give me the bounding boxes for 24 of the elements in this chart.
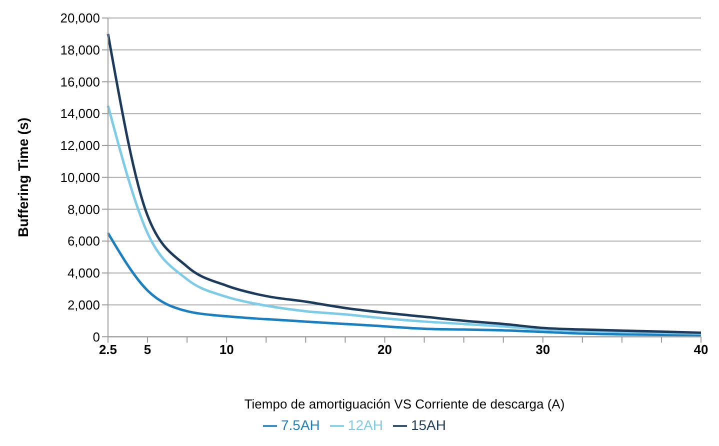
y-tick-label: 18,000 xyxy=(60,42,100,58)
y-tick-label: 0 xyxy=(92,329,100,344)
x-tick-label: 30 xyxy=(536,342,550,357)
legend-label: 12AH xyxy=(348,416,383,433)
y-tick-label: 6,000 xyxy=(67,234,100,249)
line-series xyxy=(106,104,702,335)
y-tick-label: 20,000 xyxy=(60,10,100,26)
x-tick-label: 2.5 xyxy=(98,342,118,357)
y-tick-label: 14,000 xyxy=(60,106,100,122)
x-tick-label: 40 xyxy=(694,342,708,357)
y-tick-label: 4,000 xyxy=(67,266,100,281)
y-tick-label: 2,000 xyxy=(67,297,100,312)
x-tick-label: 10 xyxy=(219,342,234,357)
y-tick-label: 16,000 xyxy=(60,74,100,90)
x-tick-label: 5 xyxy=(144,342,152,357)
y-tick-label: 10,000 xyxy=(60,170,100,185)
x-tick-label: 20 xyxy=(378,342,392,357)
y-tick-label: 8,000 xyxy=(67,202,100,217)
legend-label: 7.5AH xyxy=(281,416,320,433)
y-axis-title: Buffering Time (s) xyxy=(14,118,31,238)
y-tick-label: 12,000 xyxy=(60,138,100,154)
line-series xyxy=(106,32,702,334)
x-axis-title: Tiempo de amortiguación VS Corriente de descarga (A) xyxy=(244,396,565,412)
legend-label: 15AH xyxy=(410,416,446,433)
